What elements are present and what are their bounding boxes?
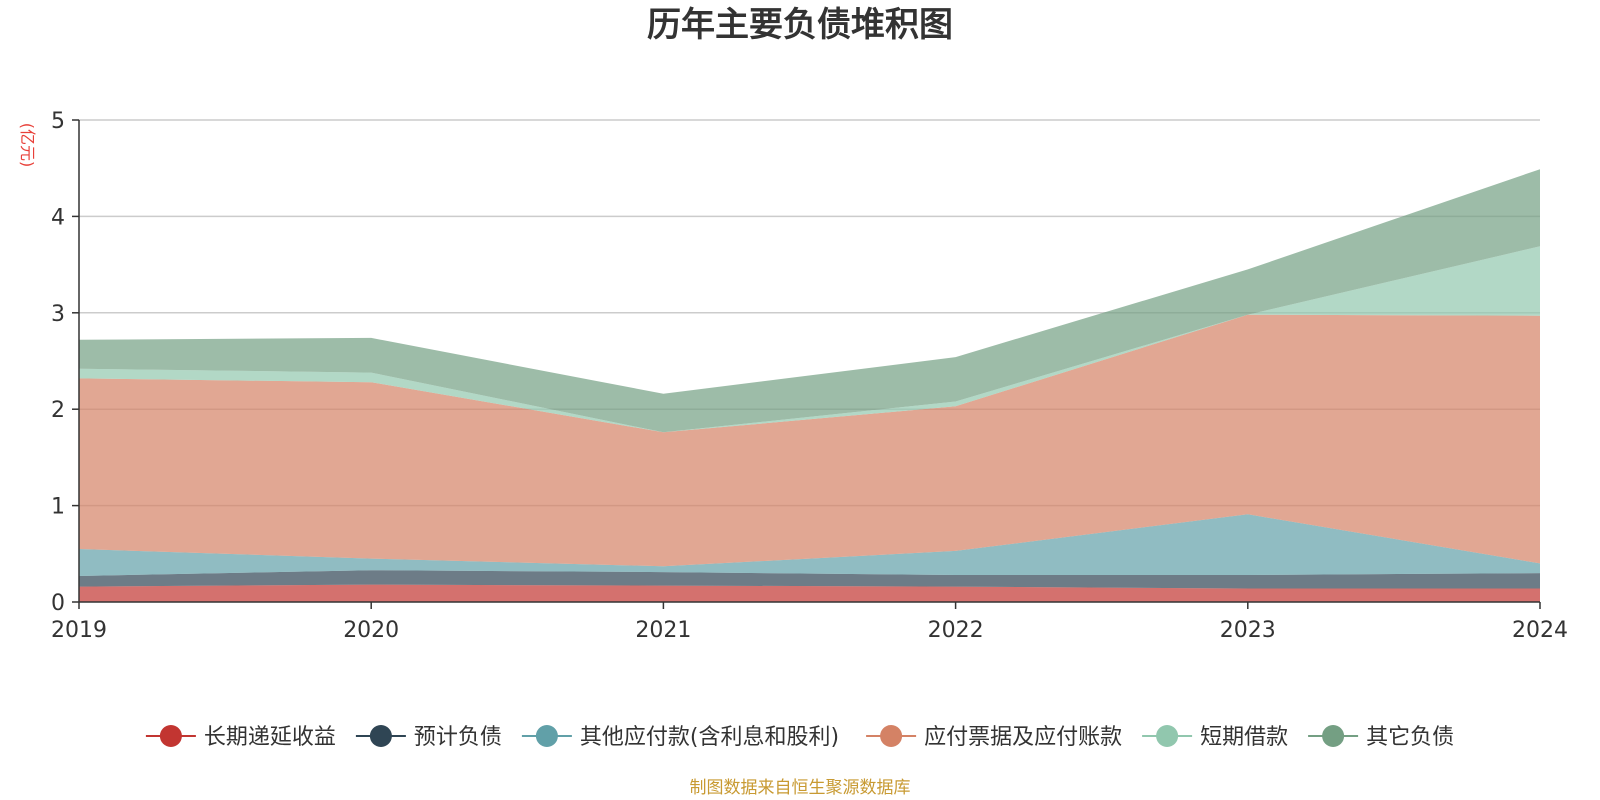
legend-item-4[interactable]: 短期借款 [1142,725,1288,750]
y-axis-unit-label: (亿元) [18,123,37,168]
legend-dot-icon [880,725,903,747]
area-series-2[interactable] [79,514,1540,576]
axes: 0 1 2 3 4 5 2019 2020 2021 2022 2023 2024 [51,109,1568,643]
y-tick-label: 2 [51,398,65,423]
legend-dot-icon [535,725,558,747]
chart-title: 历年主要负债堆积图 [647,5,953,45]
area-series-1[interactable] [79,570,1540,589]
x-tick-label: 2022 [928,618,984,643]
legend-label: 预计负债 [414,725,502,750]
data-source-note: 制图数据来自恒生聚源数据库 [690,778,911,798]
y-tick-label: 4 [51,205,65,230]
legend-label: 其它负债 [1366,725,1454,750]
y-tick-label: 1 [51,495,65,520]
legend-dot-icon [369,725,392,747]
legend-item-5[interactable]: 其它负债 [1308,725,1454,750]
area-series-3[interactable] [79,314,1540,567]
x-tick-label: 2024 [1512,618,1568,643]
y-tick-label: 0 [51,591,65,616]
legend-label: 长期递延收益 [204,725,336,750]
x-tick-label: 2023 [1220,618,1276,643]
area-series-0[interactable] [79,584,1540,602]
legend-dot-icon [1322,725,1345,747]
legend-item-2[interactable]: 其他应付款(含利息和股利) [521,725,839,750]
x-tick-label: 2020 [343,618,399,643]
x-tick-label: 2019 [51,618,107,643]
x-tick-label: 2021 [635,618,691,643]
y-tick-label: 5 [51,109,65,134]
legend-dot-icon [1156,725,1179,747]
legend-dot-icon [159,725,182,747]
legend-item-3[interactable]: 应付票据及应付账款 [866,725,1122,750]
legend-item-1[interactable]: 预计负债 [355,725,502,750]
legend-label: 短期借款 [1200,725,1288,750]
area-series-group [79,169,1540,602]
legend-label: 应付票据及应付账款 [924,725,1122,750]
legend[interactable]: 长期递延收益 预计负债 其他应付款(含利息和股利) 应付票据及应付账款 短期借款 其它负债 [145,725,1454,750]
area-series-5[interactable] [79,169,1540,433]
legend-item-0[interactable]: 长期递延收益 [145,725,336,750]
legend-label: 其他应付款(含利息和股利) [580,725,839,750]
y-tick-label: 3 [51,302,65,327]
